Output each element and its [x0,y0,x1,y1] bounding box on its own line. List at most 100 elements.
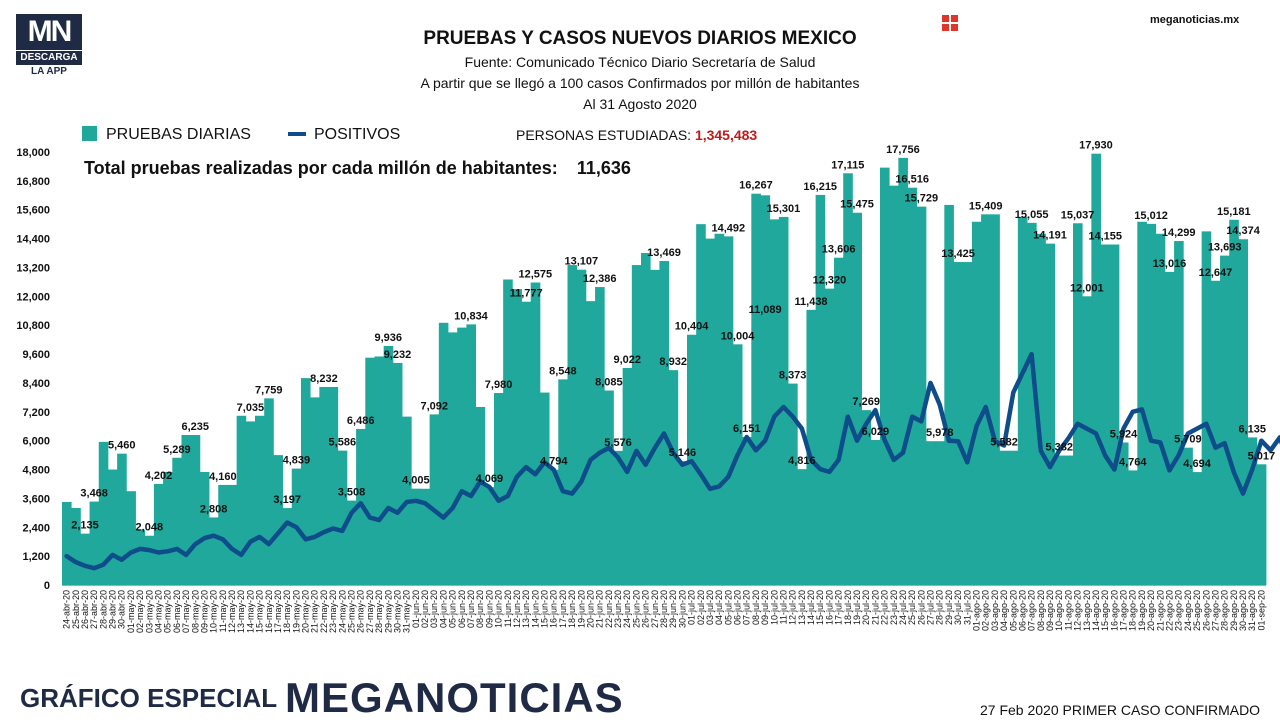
bar [806,309,817,585]
x-tick-label: 11-jun-20 [503,590,513,627]
data-label: 5,978 [926,427,954,439]
data-label: 15,409 [969,200,1003,212]
x-tick-label: 17-jun-20 [558,590,568,628]
x-tick-label: 24-abr-20 [62,590,72,629]
data-label: 4,202 [145,470,173,482]
bar [778,216,789,585]
bar [852,212,863,585]
x-tick-label: 26-ago-20 [1201,590,1211,631]
x-tick-label: 02-may-20 [135,590,145,633]
bar [1054,455,1065,585]
x-tick-label: 24-jun-20 [622,590,632,628]
data-label: 15,301 [767,203,801,215]
x-tick-label: 04-ago-20 [999,590,1009,631]
bar [558,379,568,585]
x-tick-label: 18-may-20 [282,590,292,633]
x-tick-label: 18-jul-20 [843,590,853,625]
data-label: 6,235 [182,421,210,433]
x-tick-label: 03-jul-20 [705,590,715,625]
x-tick-label: 01-ago-20 [971,590,981,631]
x-tick-label: 26-jun-20 [641,590,651,628]
x-tick-label: 04-may-20 [154,590,164,633]
x-tick-label: 09-jul-20 [760,590,770,625]
x-tick-label: 12-jul-20 [788,590,798,625]
data-label: 4,005 [402,475,430,487]
bar [273,455,283,585]
x-tick-label: 29-jun-20 [668,590,678,628]
x-tick-label: 26-jul-20 [916,590,926,625]
positivos-line [64,351,1280,571]
x-tick-label: 07-may-20 [181,590,191,633]
x-tick-label: 08-jul-20 [751,590,761,625]
y-tick-label: 14,400 [16,234,50,246]
data-label: 8,548 [549,365,577,377]
bar [1118,442,1129,585]
x-tick-label: 28-jun-20 [659,590,669,628]
bar [677,461,688,585]
x-tick-label: 28-abr-20 [98,590,108,629]
data-label: 3,508 [338,487,366,499]
data-label: 7,092 [420,400,448,412]
bar [650,269,660,585]
data-label: 4,816 [788,455,816,467]
data-label: 4,694 [1183,458,1211,470]
x-tick-label: 09-may-20 [199,590,209,633]
data-label: 7,980 [485,379,513,391]
x-tick-label: 24-may-20 [337,590,347,633]
data-label: 8,932 [659,356,687,368]
bar [879,167,890,585]
x-tick-label: 24-jul-20 [898,590,908,625]
x-tick-label: 25-may-20 [347,590,357,633]
y-tick-label: 8,400 [22,378,50,390]
bar [870,439,881,585]
x-tick-label: 21-jul-20 [870,590,880,625]
x-tick-label: 02-jul-20 [696,590,706,625]
x-tick-label: 30-jul-20 [953,590,963,625]
bar [585,301,596,585]
x-tick-label: 05-jun-20 [448,590,458,628]
x-tick-label: 13-jun-20 [521,590,531,628]
data-label: 16,516 [895,174,929,186]
bar [971,221,982,585]
bar [981,214,991,585]
y-tick-label: 2,400 [22,522,50,534]
x-tick-label: 01-may-20 [126,590,136,633]
bar [429,414,440,585]
bar [512,289,522,585]
bar [190,435,201,585]
data-label: 3,197 [273,494,301,506]
x-tick-label: 20-ago-20 [1146,590,1156,631]
data-label: 4,839 [283,455,311,467]
bar [567,265,578,585]
x-tick-label: 12-jun-20 [512,590,522,628]
data-label: 5,289 [163,444,191,456]
bar [1210,280,1221,585]
bar [714,233,725,585]
x-tick-label: 05-may-20 [163,590,173,633]
x-tick-label: 31-ago-20 [1247,590,1257,631]
data-label: 13,016 [1153,258,1187,270]
bar [144,535,155,585]
y-tick-label: 9,600 [22,349,50,361]
data-label: 13,693 [1208,242,1242,254]
data-label: 15,181 [1217,206,1251,218]
data-label: 5,460 [108,440,136,452]
x-tick-label: 11-may-20 [218,590,228,632]
bar [199,471,210,585]
data-label: 6,151 [733,423,761,435]
x-tick-label: 23-ago-20 [1174,590,1184,631]
bar [751,193,761,585]
data-label: 12,001 [1070,282,1104,294]
bar [944,204,954,585]
x-tick-label: 16-ago-20 [1109,590,1119,631]
data-label: 10,404 [675,321,710,333]
bar [62,502,72,585]
legend-line-swatch [288,132,306,136]
data-label: 13,606 [822,244,856,256]
bar [595,287,605,585]
x-tick-label: 29-jul-20 [944,590,954,625]
x-tick-label: 16-may-20 [264,590,274,633]
x-tick-label: 18-jun-20 [567,590,577,628]
bar [576,269,587,585]
y-tick-label: 13,200 [16,262,50,274]
